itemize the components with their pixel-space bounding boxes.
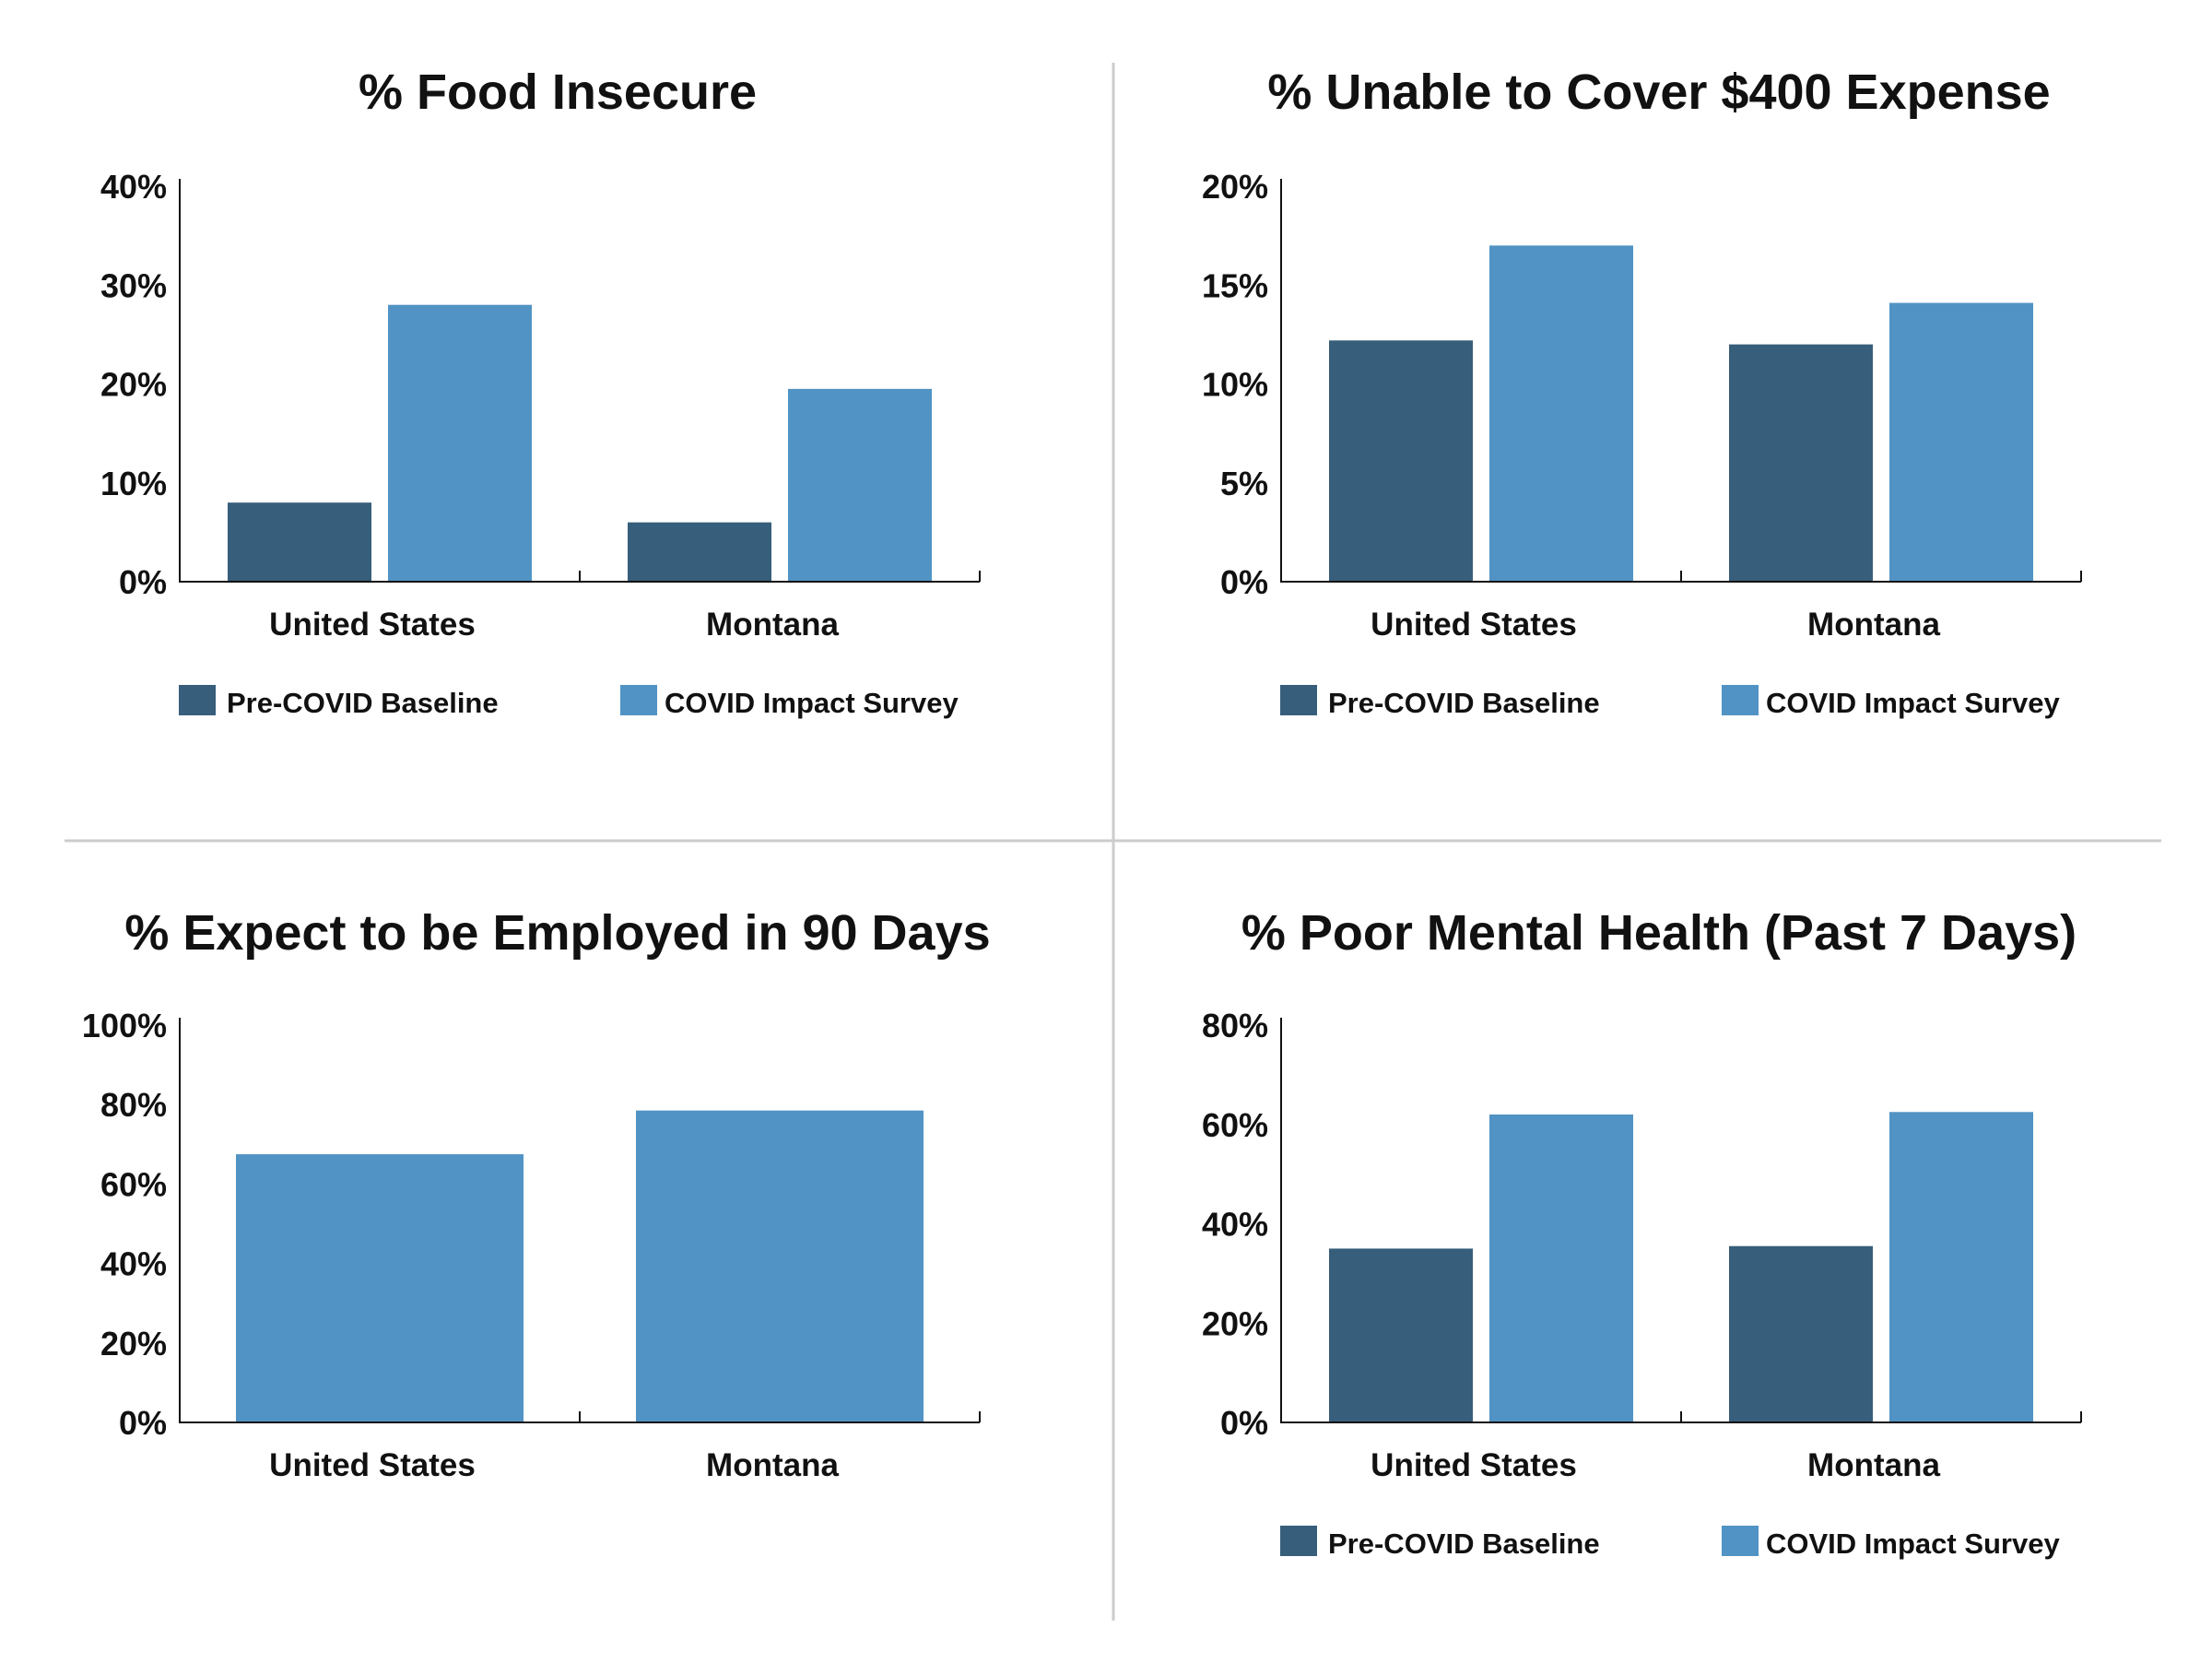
y-tick-label: 15%: [1202, 266, 1268, 304]
y-tick-label: 20%: [1202, 168, 1268, 206]
x-category-label: United States: [269, 607, 476, 643]
legend-swatch-pre-covid: [179, 685, 216, 715]
legend-label-pre-covid: Pre-COVID Baseline: [1328, 687, 1600, 719]
bar-covid-montana: [1889, 302, 2033, 582]
x-category-label: Montana: [1807, 1447, 1940, 1483]
legend-label-covid: COVID Impact Survey: [1766, 1528, 2060, 1560]
x-category-label: United States: [269, 1447, 476, 1483]
y-tick-label: 0%: [119, 563, 167, 601]
chart-title: % Expect to be Employed in 90 Days: [124, 905, 990, 961]
bar-pre-covid-montana: [1729, 1245, 1873, 1422]
legend-label-pre-covid: Pre-COVID Baseline: [1328, 1528, 1600, 1560]
bar-covid-united-states: [1489, 245, 1633, 582]
legend-swatch-covid: [620, 685, 657, 715]
y-tick-label: 5%: [1220, 465, 1268, 502]
bar-pre-covid-united-states: [228, 502, 371, 582]
y-tick-label: 10%: [100, 465, 167, 502]
legend-swatch-covid: [1722, 685, 1759, 715]
y-tick-label: 0%: [1220, 563, 1268, 601]
y-tick-label: 20%: [100, 366, 167, 404]
y-tick-label: 0%: [119, 1404, 167, 1442]
legend-label-pre-covid: Pre-COVID Baseline: [227, 687, 499, 719]
y-tick-label: 60%: [100, 1165, 167, 1203]
y-tick-label: 0%: [1220, 1404, 1268, 1442]
bar-covid-united-states: [1489, 1114, 1633, 1422]
y-tick-label: 40%: [100, 1245, 167, 1283]
bar-pre-covid-united-states: [1329, 340, 1473, 582]
y-tick-label: 20%: [1202, 1304, 1268, 1342]
y-tick-label: 20%: [100, 1325, 167, 1362]
y-tick-label: 100%: [82, 1007, 167, 1044]
bar-covid-montana: [1889, 1112, 2033, 1422]
bar-pre-covid-montana: [1729, 344, 1873, 582]
chart-title: % Unable to Cover $400 Expense: [1267, 65, 2050, 120]
bar-covid-montana: [636, 1110, 924, 1422]
x-category-label: United States: [1371, 1447, 1577, 1483]
bar-covid-montana: [788, 388, 932, 582]
legend-label-covid: COVID Impact Survey: [665, 687, 959, 719]
y-tick-label: 40%: [100, 168, 167, 206]
chart-title: % Poor Mental Health (Past 7 Days): [1241, 905, 2077, 961]
chart-title: % Food Insecure: [359, 65, 757, 120]
y-tick-label: 30%: [100, 266, 167, 304]
legend-swatch-pre-covid: [1280, 685, 1317, 715]
y-tick-label: 80%: [100, 1086, 167, 1124]
legend-label-covid: COVID Impact Survey: [1766, 687, 2060, 719]
y-tick-label: 40%: [1202, 1206, 1268, 1244]
y-tick-label: 80%: [1202, 1007, 1268, 1044]
bar-covid-united-states: [388, 304, 532, 582]
y-tick-label: 60%: [1202, 1106, 1268, 1144]
bar-pre-covid-united-states: [1329, 1248, 1473, 1422]
bar-pre-covid-montana: [628, 522, 771, 582]
y-tick-label: 10%: [1202, 366, 1268, 404]
bar-covid-united-states: [236, 1154, 524, 1422]
legend-swatch-pre-covid: [1280, 1526, 1317, 1556]
x-category-label: United States: [1371, 607, 1577, 643]
x-category-label: Montana: [706, 607, 839, 643]
legend-swatch-covid: [1722, 1526, 1759, 1556]
x-category-label: Montana: [706, 1447, 839, 1483]
x-category-label: Montana: [1807, 607, 1940, 643]
